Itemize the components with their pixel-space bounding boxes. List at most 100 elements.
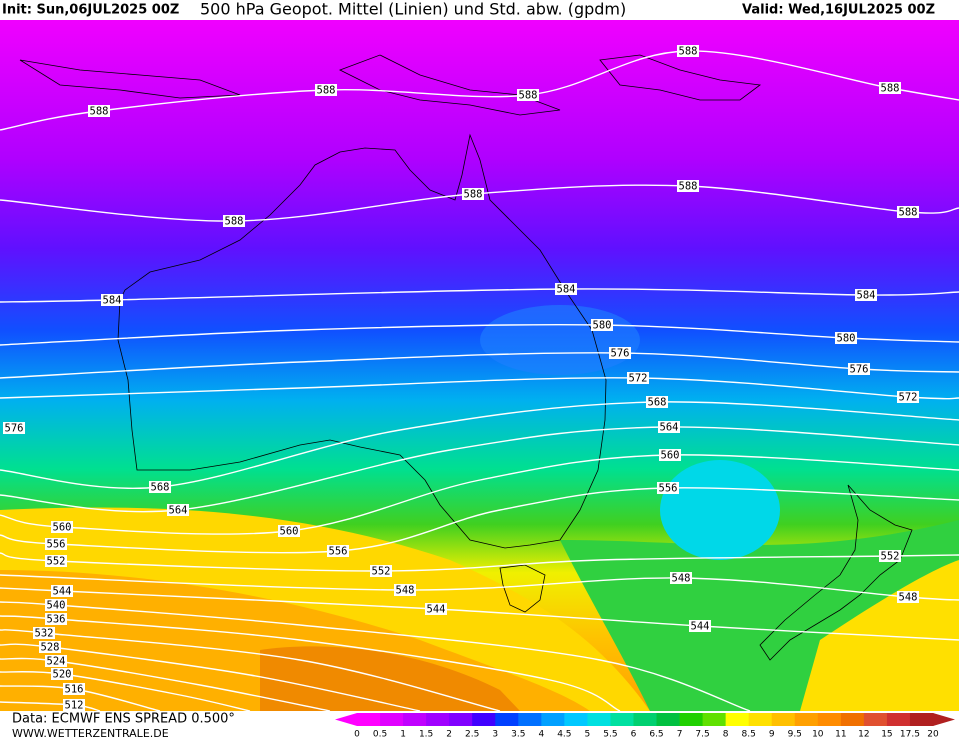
isoline-label: 588: [519, 90, 538, 102]
isoline-label: 576: [850, 364, 869, 376]
colorbar-segment: [495, 713, 519, 726]
isoline-label: 512: [65, 700, 84, 712]
isoline-label-box: [278, 525, 300, 537]
isoline-label-box: [39, 641, 61, 653]
isoline-label-box: [555, 283, 577, 295]
isoline: [0, 426, 959, 513]
colorbar-segment: [725, 713, 750, 726]
colorbar-label: 7: [677, 730, 683, 740]
isoline-label: 588: [90, 106, 109, 118]
data-source: Data: ECMWF ENS SPREAD 0.500°: [12, 712, 235, 727]
map-field: [0, 20, 959, 711]
isoline-label-box: [835, 332, 857, 344]
colorbar-segment: [610, 713, 634, 726]
isoline-label-box: [897, 391, 919, 403]
isoline-label: 564: [660, 422, 679, 434]
colorbar-label: 9.5: [788, 730, 802, 740]
isoline-label-box: [167, 504, 189, 516]
isoline-label: 576: [5, 423, 24, 435]
colorbar-label: 5.5: [603, 730, 617, 740]
colorbar-label: 20: [927, 730, 939, 740]
isoline-label: 588: [679, 181, 698, 193]
isoline-label: 552: [881, 551, 900, 563]
colorbar-label: 15: [881, 730, 892, 740]
colorbar-label: 11: [835, 730, 846, 740]
isoline-label: 548: [396, 585, 415, 597]
isoline-label: 536: [47, 614, 66, 626]
colorbar-label: 7.5: [695, 730, 709, 740]
isoline-label: 568: [648, 397, 667, 409]
isoline-label: 548: [899, 592, 918, 604]
colorbar-label: 4.5: [557, 730, 571, 740]
isoline-label-box: [394, 584, 416, 596]
isoline: [0, 401, 959, 489]
colorbar-label: 3: [492, 730, 498, 740]
isoline-label: 588: [317, 85, 336, 97]
colorbar-label: 3.5: [511, 730, 525, 740]
isoline-label: 584: [557, 284, 576, 296]
isoline-label-box: [45, 613, 67, 625]
valid-time: Valid: Wed,16JUL2025 00Z: [742, 3, 935, 18]
isoline: [0, 643, 421, 712]
isoline-label-box: [879, 550, 901, 562]
isoline-label-box: [879, 82, 901, 94]
site-name: WWW.WETTERZENTRALE.DE: [12, 727, 169, 740]
header-band: [0, 0, 959, 20]
isoline-label-box: [327, 545, 349, 557]
colorbar-segment: [587, 713, 611, 726]
colorbar-label: 17.5: [900, 730, 920, 740]
isoline-label-box: [657, 482, 679, 494]
isoline-label: 516: [65, 684, 84, 696]
isoline-label: 588: [225, 216, 244, 228]
colorbar-label: 9: [769, 730, 775, 740]
isoline-label: 528: [41, 642, 60, 654]
colorbar-arrow-low: [335, 713, 357, 726]
isoline-label-box: [646, 396, 668, 408]
colorbar-label: 10: [812, 730, 824, 740]
isoline-label-box: [591, 319, 613, 331]
isoline-label-box: [33, 627, 55, 639]
colorbar-label: 4: [538, 730, 544, 740]
isoline-label: 576: [611, 348, 630, 360]
isoline-label-box: [848, 363, 870, 375]
isoline: [0, 629, 501, 712]
colorbar-segment: [840, 713, 865, 726]
isoline-label-box: [517, 89, 539, 101]
isoline-label-box: [609, 347, 631, 359]
colorbar-segment: [863, 713, 888, 726]
init-time: Init: Sun,06JUL2025 00Z: [2, 3, 179, 18]
isoline-label: 560: [53, 522, 72, 534]
isoline-label-box: [88, 105, 110, 117]
isoline-label: 568: [151, 482, 170, 494]
isoline-label: 544: [53, 586, 72, 598]
colorbar-segment: [357, 713, 381, 726]
isoline-label: 560: [661, 450, 680, 462]
isoline-label: 572: [899, 392, 918, 404]
isoline-label-box: [677, 180, 699, 192]
isoline-label: 548: [672, 573, 691, 585]
isoline-label-box: [425, 603, 447, 615]
colorbar-segment: [909, 713, 934, 726]
isoline-label-box: [51, 668, 73, 680]
isoline: [0, 50, 959, 131]
colorbar-label: 6.5: [649, 730, 663, 740]
isoline-label-box: [897, 206, 919, 218]
colorbar-label: 5: [585, 730, 591, 740]
colorbar-segment: [817, 713, 842, 726]
isoline-label-box: [658, 421, 680, 433]
colorbar-segment: [518, 713, 542, 726]
isoline-label: 524: [47, 656, 66, 668]
isoline-label-box: [101, 294, 123, 306]
colorbar-segment: [633, 713, 658, 726]
isoline-label: 552: [47, 556, 66, 568]
isoline-label: 552: [372, 566, 391, 578]
isoline-label-box: [659, 449, 681, 461]
colorbar-label: 0.5: [373, 730, 387, 740]
isoline-label: 572: [629, 373, 648, 385]
isoline-label: 560: [280, 526, 299, 538]
isoline-label-box: [45, 655, 67, 667]
isoline-labels: 588 588 588 588 588 588 588 588 588 584 584 584 580 5…: [3, 45, 919, 712]
colorbar-segment: [679, 713, 704, 726]
isoline-label-box: [897, 591, 919, 603]
